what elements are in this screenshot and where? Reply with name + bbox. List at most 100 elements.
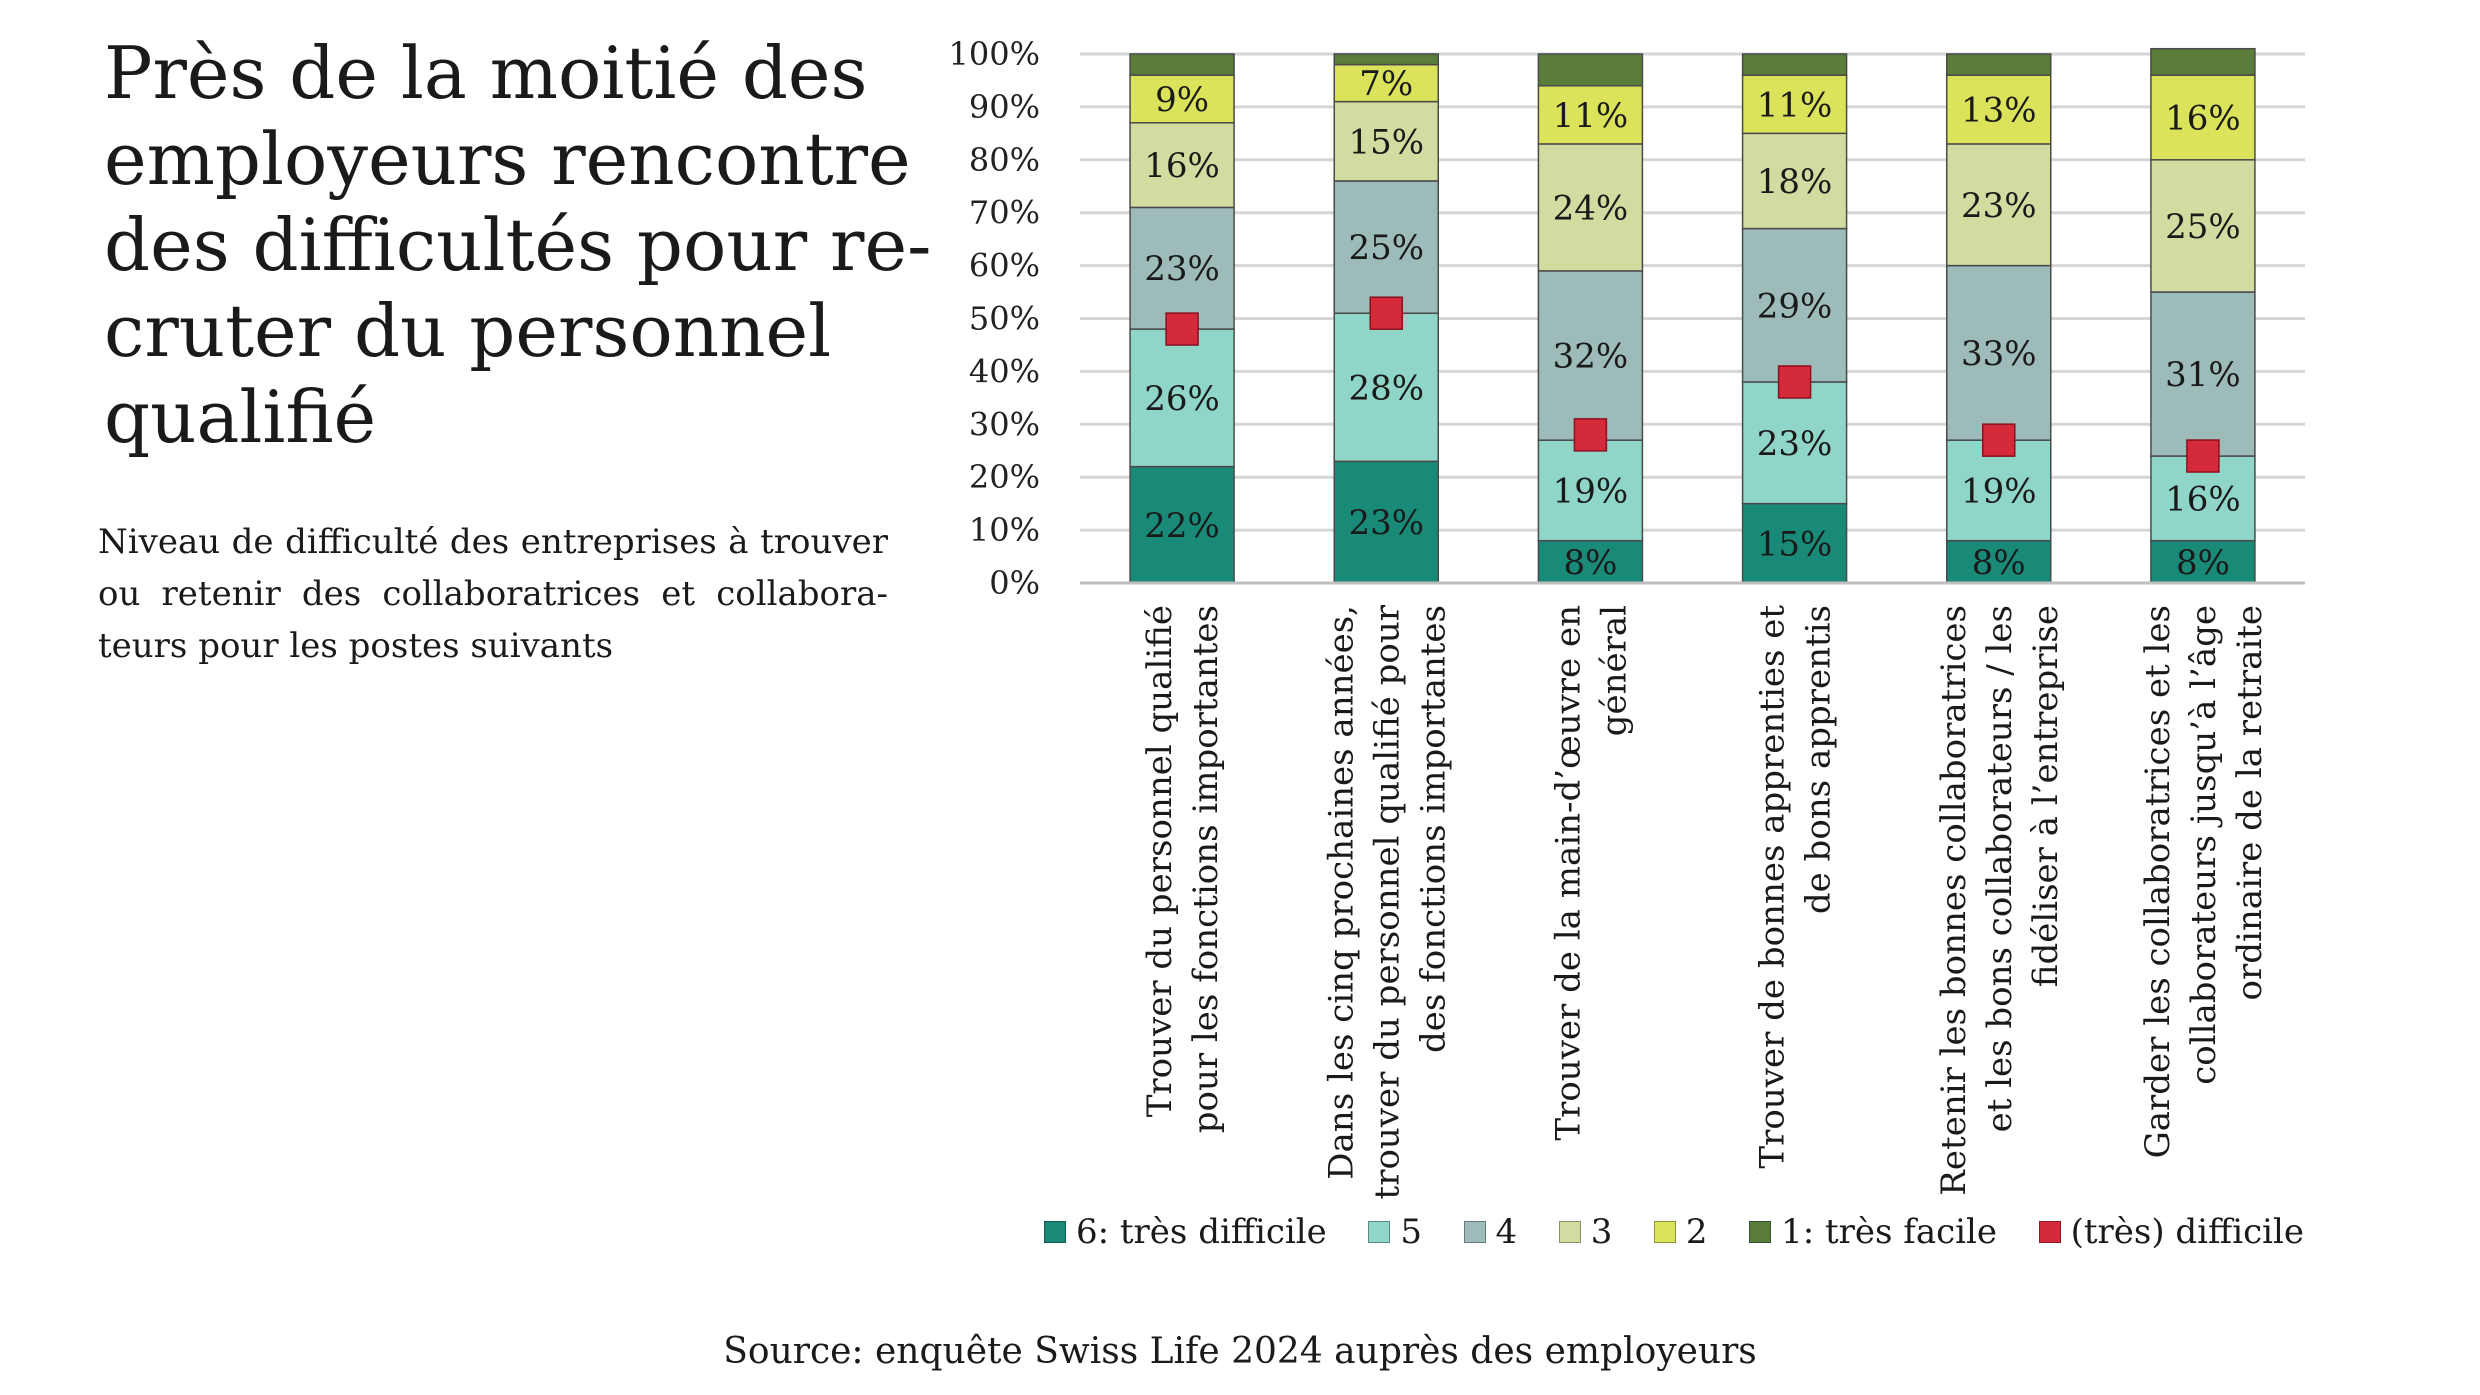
y-tick-label: 30% (969, 405, 1040, 443)
data-label: 9% (1155, 80, 1209, 120)
difficulty-marker (1573, 418, 1608, 452)
x-category-label-line: pour les fonctions importantes (1186, 605, 1226, 1133)
x-category-label-line: Dans les cinq prochaines années, (1321, 605, 1361, 1180)
data-label: 7% (1359, 64, 1413, 104)
difficulty-marker (1777, 365, 1812, 399)
legend-label: 3 (1590, 1212, 1613, 1252)
legend: 6: très difficile 5 4 3 2 1: très facile (très… (1044, 1210, 2304, 1254)
bar-segment (1129, 53, 1235, 76)
data-label: 29% (1757, 286, 1833, 326)
x-category-label: Retenir les bonnes collaboratrices et les… (1934, 605, 2066, 1196)
data-label: 16% (2165, 479, 2241, 519)
bar-segment (1741, 381, 1848, 505)
legend-item: 1: très facile (1749, 1210, 1997, 1254)
y-tick-label: 100% (949, 35, 1040, 73)
data-label: 16% (1144, 146, 1220, 186)
legend-label: (très) difficile (2070, 1212, 2304, 1252)
legend-item: 6: très difficile (1044, 1210, 1327, 1254)
y-tick-label: 0% (989, 564, 1040, 602)
difficulty-marker (1165, 312, 1199, 346)
x-category-label-line: ordinaire de la retraite (2230, 605, 2270, 1000)
bar-segment (1946, 439, 2052, 542)
x-category-label-line: Trouver de bonnes apprenties et (1753, 605, 1793, 1169)
legend-label: 2 (1685, 1212, 1708, 1252)
bar-segment (2150, 159, 2256, 293)
legend-label: 1: très facile (1781, 1212, 1998, 1252)
data-label: 15% (1757, 524, 1833, 564)
x-category-label-line: trouver du personnel qualifié pour (1367, 604, 1407, 1199)
bar-segment (1537, 143, 1644, 272)
y-tick-label: 20% (969, 458, 1040, 496)
data-label: 25% (2165, 207, 2241, 247)
legend-label: 4 (1495, 1212, 1518, 1252)
legend-swatch (1368, 1221, 1391, 1243)
bar-segment (1946, 539, 2052, 584)
bar-segment (1741, 502, 1848, 584)
source-note: Source: enquête Swiss Life 2024 auprès d… (723, 1331, 1757, 1372)
subtitle-line: teurs pour les postes suivants (98, 626, 614, 666)
data-label: 24% (1553, 188, 1629, 228)
bar-segment (1537, 84, 1644, 145)
bar-segment (1333, 100, 1439, 182)
legend-swatch (2038, 1221, 2061, 1243)
x-category-label: Trouver de bonnes apprenties et de bons a… (1753, 605, 1839, 1169)
data-label: 15% (1348, 122, 1424, 162)
x-category-label-line: général (1594, 605, 1634, 736)
x-category-label-line: Garder les collaboratrices et les (2138, 605, 2178, 1158)
chart-subtitle: Niveau de difficulté des entreprises à t… (98, 516, 888, 672)
subtitle-line: ou retenir des collaboratrices et collab… (98, 574, 888, 614)
title-line: Près de la moitié des (104, 31, 868, 115)
y-tick-label: 70% (969, 194, 1040, 232)
legend-swatch (1463, 1221, 1486, 1243)
bar-segment (1333, 63, 1439, 103)
bar-segment (1333, 180, 1439, 314)
x-category-label-line: des fonctions importantes (1413, 605, 1453, 1053)
y-tick-label: 90% (969, 88, 1040, 126)
y-tick-label: 10% (969, 511, 1040, 549)
bar-segment (1129, 328, 1235, 468)
x-category-label-line: Trouver du personnel qualifié (1140, 605, 1180, 1117)
x-category-label: Trouver du personnel qualifié pour les fo… (1140, 605, 1226, 1133)
bar-segment (1741, 132, 1848, 230)
bar-segment (1129, 122, 1235, 209)
x-category-label-line: collaborateurs jusqu’à l’âge (2184, 605, 2224, 1085)
bar-segment (1741, 227, 1848, 383)
data-label: 8% (1972, 543, 2026, 583)
data-label: 11% (1553, 96, 1629, 136)
legend-item: 4 (1463, 1210, 1518, 1254)
y-tick-label: 60% (969, 247, 1040, 285)
data-label: 25% (1348, 228, 1424, 268)
y-tick-label: 50% (969, 300, 1040, 338)
chart-title: Près de la moitié des employeurs rencontr… (104, 30, 931, 460)
x-category-label: Dans les cinq prochaines années, trouver … (1321, 604, 1453, 1199)
bar-segment (1537, 539, 1644, 584)
legend-swatch (1653, 1221, 1676, 1243)
bar-segment (1537, 53, 1644, 87)
data-label: 18% (1757, 162, 1833, 202)
bar-segment (1946, 53, 2052, 76)
title-line: qualifié (104, 375, 377, 459)
legend-label: 6: très difficile (1076, 1212, 1327, 1252)
bar-segment (1537, 439, 1644, 542)
y-tick-label: 40% (969, 352, 1040, 390)
data-label: 22% (1144, 506, 1220, 546)
x-category-label: Garder les collaboratrices et les collabo… (2138, 605, 2270, 1158)
x-category-label-line: Trouver de la main-d’œuvre en (1548, 605, 1588, 1141)
bar-segment (1129, 206, 1235, 330)
x-category-label-line: fidéliser à l’entreprise (2026, 605, 2066, 987)
subtitle-line: Niveau de difficulté des entreprises à t… (98, 522, 888, 562)
data-label: 16% (2165, 98, 2241, 138)
bar-segment (1537, 270, 1644, 441)
data-label: 11% (1757, 85, 1833, 125)
data-label: 13% (1961, 91, 2037, 131)
difficulty-marker (1369, 296, 1403, 330)
legend-swatch (1558, 1221, 1581, 1243)
legend-item: 5 (1368, 1210, 1422, 1254)
data-label: 23% (1757, 424, 1833, 464)
data-label: 19% (1553, 471, 1629, 511)
x-category-label: Trouver de la main-d’œuvre en général (1548, 605, 1634, 1141)
data-label: 23% (1144, 249, 1220, 289)
data-label: 26% (1144, 379, 1220, 419)
data-label: 8% (2176, 543, 2230, 583)
difficulty-marker (2186, 439, 2220, 473)
